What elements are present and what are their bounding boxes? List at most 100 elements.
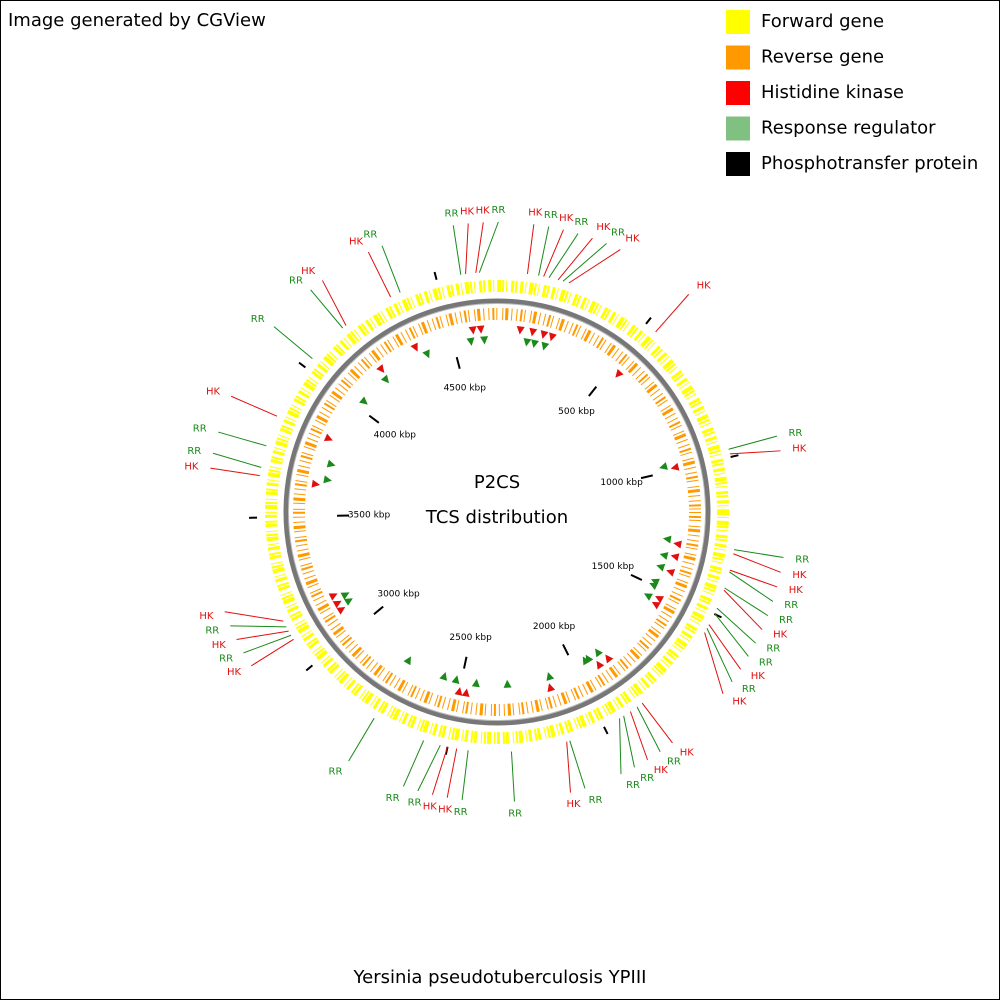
feature-line bbox=[729, 450, 781, 455]
feature-marker bbox=[523, 337, 532, 347]
tick-label: 1500 kbp bbox=[592, 562, 635, 572]
feature-marker bbox=[451, 675, 460, 684]
feature-line bbox=[655, 294, 690, 333]
feature-label: HK bbox=[697, 280, 712, 291]
feature-marker bbox=[546, 672, 555, 681]
feature-line bbox=[716, 607, 756, 644]
legend-label: Response regulator bbox=[761, 118, 936, 139]
tick-label: 2000 kbp bbox=[533, 622, 576, 632]
tick-mark bbox=[368, 414, 380, 424]
watermark: Image generated by CGView bbox=[8, 10, 266, 31]
feature-line bbox=[704, 632, 724, 694]
legend-swatch bbox=[726, 45, 750, 70]
feature-label: HK bbox=[566, 799, 581, 810]
feature-line bbox=[623, 715, 635, 768]
feature-label: HK bbox=[438, 805, 453, 816]
feature-marker bbox=[516, 326, 525, 335]
feature-marker bbox=[439, 671, 447, 681]
feature-line bbox=[478, 221, 499, 273]
feature-label: RR bbox=[193, 424, 207, 435]
feature-line bbox=[543, 229, 564, 277]
tick-mark bbox=[455, 356, 461, 370]
feature-marker bbox=[332, 600, 342, 609]
feature-line bbox=[230, 395, 278, 417]
feature-marker bbox=[650, 578, 660, 587]
feature-marker bbox=[461, 688, 470, 698]
feature-label: HK bbox=[460, 206, 475, 217]
feature-label: RR bbox=[626, 780, 640, 791]
tick-mark bbox=[463, 656, 468, 669]
outer-tick-mark bbox=[603, 726, 609, 735]
feature-label: HK bbox=[206, 386, 221, 397]
feature-label: RR bbox=[742, 684, 756, 695]
tick-label: 4000 kbp bbox=[374, 430, 417, 440]
feature-label: HK bbox=[680, 747, 695, 758]
feature-marker bbox=[359, 396, 368, 405]
feature-label: HK bbox=[732, 696, 747, 707]
feature-marker bbox=[326, 459, 336, 468]
feature-line bbox=[729, 571, 774, 602]
feature-label: RR bbox=[454, 807, 468, 818]
feature-label: HK bbox=[559, 213, 574, 224]
forward-gene-ring bbox=[265, 280, 729, 744]
feature-marker bbox=[655, 595, 665, 604]
feature-label: RR bbox=[508, 808, 522, 819]
feature-line bbox=[230, 625, 287, 628]
tick-mark bbox=[588, 385, 598, 397]
feature-line bbox=[465, 223, 469, 275]
feature-line bbox=[729, 569, 778, 588]
feature-line bbox=[557, 237, 593, 281]
feature-label: HK bbox=[301, 266, 316, 277]
feature-label: HK bbox=[227, 667, 242, 678]
feature-marker bbox=[673, 540, 682, 549]
feature-line bbox=[568, 249, 621, 284]
feature-marker bbox=[662, 535, 672, 544]
feature-line bbox=[714, 613, 749, 657]
feature-line bbox=[566, 741, 571, 793]
feature-marker bbox=[531, 339, 540, 348]
feature-line bbox=[250, 638, 294, 667]
caption: Yersinia pseudotuberculosis YPIII bbox=[353, 967, 647, 988]
outer-tick-mark bbox=[730, 454, 739, 459]
feature-line bbox=[569, 740, 586, 789]
feature-line bbox=[475, 222, 484, 274]
feature-marker bbox=[547, 683, 556, 693]
feature-marker bbox=[340, 592, 350, 600]
feature-marker bbox=[480, 336, 489, 345]
tick-label: 3000 kbp bbox=[377, 589, 420, 599]
feature-marker bbox=[471, 678, 480, 688]
feature-marker bbox=[323, 433, 333, 442]
feature-label: RR bbox=[574, 217, 588, 228]
feature-label: HK bbox=[596, 222, 611, 233]
tick-label: 4500 kbp bbox=[444, 384, 487, 394]
feature-line bbox=[562, 243, 607, 282]
tick-mark bbox=[630, 573, 643, 581]
tick-mark bbox=[640, 474, 653, 480]
feature-line bbox=[243, 634, 292, 654]
feature-line bbox=[212, 452, 262, 468]
feature-marker bbox=[595, 648, 603, 658]
feature-label: RR bbox=[788, 428, 802, 439]
feature-marker bbox=[336, 606, 346, 615]
feature-label: HK bbox=[654, 765, 669, 776]
feature-label: RR bbox=[667, 757, 681, 768]
feature-line bbox=[224, 611, 284, 622]
feature-line bbox=[417, 744, 441, 792]
feature-label: RR bbox=[386, 793, 400, 804]
feature-line bbox=[728, 435, 778, 450]
feature-label: HK bbox=[792, 443, 807, 454]
feature-label: HK bbox=[625, 234, 640, 245]
tick-mark bbox=[373, 605, 384, 616]
legend-swatch bbox=[726, 10, 750, 34]
feature-marker bbox=[643, 593, 653, 601]
feature-line bbox=[446, 748, 458, 798]
feature-marker bbox=[376, 364, 385, 373]
outer-tick-mark bbox=[305, 664, 314, 672]
feature-marker bbox=[596, 660, 605, 670]
feature-line bbox=[733, 553, 781, 573]
feature-label: RR bbox=[779, 615, 793, 626]
feature-line bbox=[452, 225, 462, 275]
feature-line bbox=[367, 251, 392, 298]
